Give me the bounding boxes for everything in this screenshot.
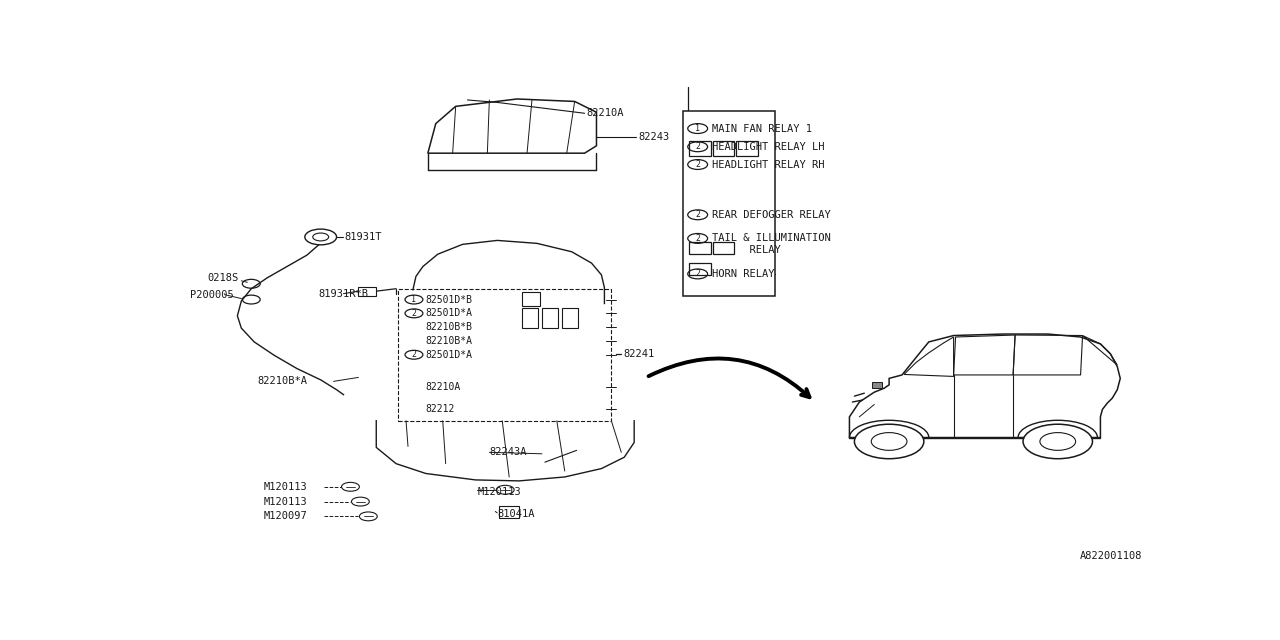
Text: 82212: 82212 (426, 404, 456, 414)
Bar (684, 111, 774, 296)
Bar (522, 292, 540, 306)
Text: HEADLIGHT RELAY LH: HEADLIGHT RELAY LH (712, 142, 824, 152)
Text: 2: 2 (411, 350, 416, 359)
Text: 2: 2 (411, 309, 416, 318)
Text: 0218S: 0218S (207, 273, 239, 283)
Text: 81931T: 81931T (344, 232, 381, 242)
Bar (522, 308, 538, 328)
Circle shape (1023, 424, 1093, 459)
Text: 82501D*B: 82501D*B (426, 294, 472, 305)
Text: REAR DEFOGGER RELAY: REAR DEFOGGER RELAY (712, 210, 831, 220)
Text: P200005: P200005 (189, 290, 233, 300)
Text: 81931R*B: 81931R*B (319, 289, 369, 299)
Text: 82501D*A: 82501D*A (426, 349, 472, 360)
Bar (736, 141, 758, 156)
Bar (713, 242, 735, 254)
Text: 82243: 82243 (639, 132, 669, 142)
Polygon shape (872, 382, 882, 388)
Text: 2: 2 (695, 211, 700, 220)
Bar (541, 308, 558, 328)
Bar (689, 242, 710, 254)
Text: TAIL & ILLUMINATION: TAIL & ILLUMINATION (712, 234, 831, 243)
Text: A822001108: A822001108 (1079, 551, 1142, 561)
Text: 82243A: 82243A (489, 447, 527, 458)
Text: HEADLIGHT RELAY RH: HEADLIGHT RELAY RH (712, 159, 824, 170)
Text: 82210B*A: 82210B*A (426, 336, 472, 346)
Text: 82210A: 82210A (586, 108, 625, 118)
Text: 2: 2 (695, 160, 700, 169)
Bar (689, 141, 710, 156)
Text: 82210A: 82210A (426, 382, 461, 392)
Bar (713, 141, 735, 156)
Circle shape (872, 433, 908, 451)
Text: 2: 2 (695, 269, 700, 278)
Text: 2: 2 (695, 142, 700, 151)
Text: 81041A: 81041A (498, 509, 535, 520)
Text: 82210B*B: 82210B*B (426, 322, 472, 332)
Circle shape (855, 424, 924, 459)
Text: 1: 1 (695, 124, 700, 133)
Circle shape (1039, 433, 1075, 451)
Text: RELAY: RELAY (712, 245, 781, 255)
Text: 82241: 82241 (623, 349, 654, 359)
Bar (689, 263, 710, 275)
Text: HORN RELAY: HORN RELAY (712, 269, 774, 279)
Bar (358, 287, 376, 296)
Text: 82210B*A: 82210B*A (257, 376, 307, 387)
Bar (499, 506, 520, 518)
Text: 1: 1 (411, 295, 416, 304)
Text: M120113: M120113 (264, 497, 307, 507)
Bar (398, 289, 612, 420)
Text: M120097: M120097 (264, 511, 307, 522)
Text: 82501D*A: 82501D*A (426, 308, 472, 318)
Bar (562, 308, 577, 328)
Text: MAIN FAN RELAY 1: MAIN FAN RELAY 1 (712, 124, 812, 134)
Text: M120113: M120113 (264, 482, 307, 492)
Text: 2: 2 (695, 234, 700, 243)
Text: M120113: M120113 (477, 487, 521, 497)
